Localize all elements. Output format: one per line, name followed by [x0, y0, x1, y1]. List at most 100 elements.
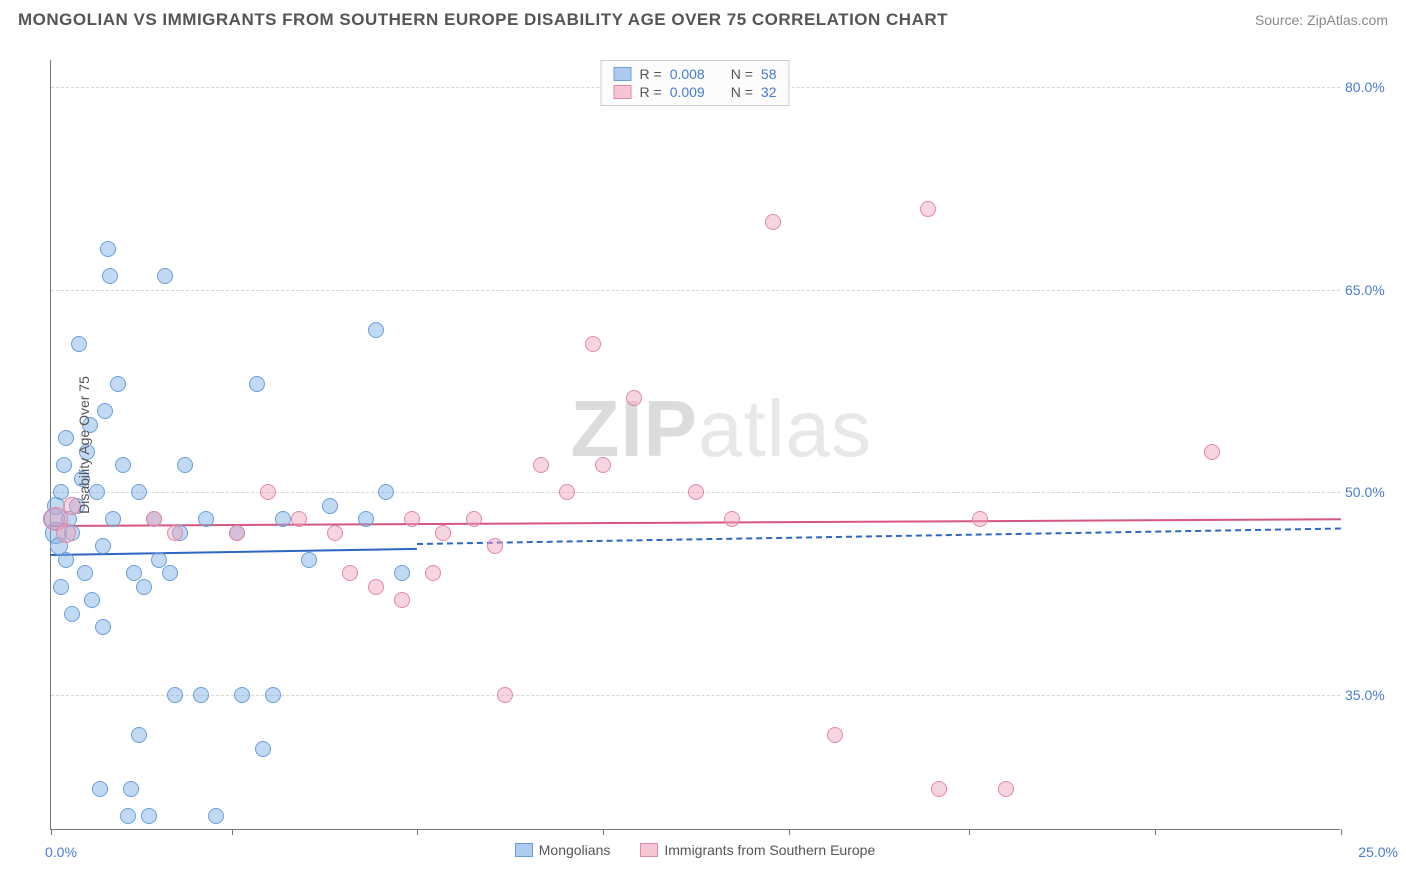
data-point [56, 523, 76, 543]
x-tick-mark [51, 829, 52, 835]
data-point [466, 511, 482, 527]
legend-item-mongolians: Mongolians [515, 842, 611, 858]
data-point [626, 390, 642, 406]
data-point [327, 525, 343, 541]
legend-correlation: R = 0.008 N = 58 R = 0.009 N = 32 [601, 60, 790, 106]
data-point [765, 214, 781, 230]
trendline-pink [51, 519, 1341, 528]
data-point [394, 592, 410, 608]
plot-box: ZIPatlas 35.0%50.0%65.0%80.0% [50, 60, 1340, 830]
data-point [255, 741, 271, 757]
data-point [533, 457, 549, 473]
data-point [131, 727, 147, 743]
data-point [105, 511, 121, 527]
data-point [497, 687, 513, 703]
x-tick-min: 0.0% [45, 844, 77, 860]
data-point [404, 511, 420, 527]
watermark: ZIPatlas [571, 383, 872, 475]
data-point [342, 565, 358, 581]
data-point [229, 525, 245, 541]
legend-row-pink: R = 0.009 N = 32 [614, 83, 777, 101]
x-tick-mark [1155, 829, 1156, 835]
x-tick-mark [603, 829, 604, 835]
data-point [120, 808, 136, 824]
legend-series: Mongolians Immigrants from Southern Euro… [50, 842, 1340, 858]
x-tick-mark [232, 829, 233, 835]
data-point [167, 687, 183, 703]
data-point [425, 565, 441, 581]
swatch-pink-icon [640, 843, 658, 857]
legend-item-immigrants: Immigrants from Southern Europe [640, 842, 875, 858]
data-point [595, 457, 611, 473]
r-value: 0.008 [670, 66, 705, 82]
data-point [136, 579, 152, 595]
data-point [358, 511, 374, 527]
data-point [157, 268, 173, 284]
data-point [58, 430, 74, 446]
data-point [688, 484, 704, 500]
data-point [77, 565, 93, 581]
y-tick-label: 50.0% [1345, 484, 1400, 500]
data-point [102, 268, 118, 284]
data-point [95, 619, 111, 635]
data-point [97, 403, 113, 419]
data-point [64, 606, 80, 622]
y-tick-label: 80.0% [1345, 79, 1400, 95]
data-point [100, 241, 116, 257]
data-point [487, 538, 503, 554]
source-label: Source: ZipAtlas.com [1255, 12, 1388, 28]
x-tick-mark [789, 829, 790, 835]
data-point [301, 552, 317, 568]
data-point [71, 336, 87, 352]
data-point [198, 511, 214, 527]
data-point [378, 484, 394, 500]
data-point [585, 336, 601, 352]
data-point [368, 322, 384, 338]
y-tick-label: 35.0% [1345, 687, 1400, 703]
data-point [141, 808, 157, 824]
r-label: R = [640, 84, 662, 100]
data-point [920, 201, 936, 217]
data-point [394, 565, 410, 581]
trendline-blue-dashed [417, 528, 1341, 545]
data-point [972, 511, 988, 527]
data-point [92, 781, 108, 797]
chart-area: ZIPatlas 35.0%50.0%65.0%80.0% Disability… [50, 60, 1340, 830]
x-tick-max: 25.0% [1358, 844, 1398, 860]
x-tick-mark [969, 829, 970, 835]
data-point [123, 781, 139, 797]
data-point [167, 525, 183, 541]
data-point [177, 457, 193, 473]
x-tick-mark [1341, 829, 1342, 835]
data-point [95, 538, 111, 554]
data-point [53, 579, 69, 595]
n-value: 32 [761, 84, 777, 100]
data-point [249, 376, 265, 392]
data-point [208, 808, 224, 824]
data-point [291, 511, 307, 527]
chart-title: MONGOLIAN VS IMMIGRANTS FROM SOUTHERN EU… [18, 10, 948, 30]
gridline [51, 290, 1340, 291]
n-label: N = [731, 84, 753, 100]
data-point [724, 511, 740, 527]
data-point [58, 552, 74, 568]
data-point [827, 727, 843, 743]
swatch-blue-icon [614, 67, 632, 81]
swatch-pink-icon [614, 85, 632, 99]
legend-label: Mongolians [539, 842, 611, 858]
r-label: R = [640, 66, 662, 82]
n-value: 58 [761, 66, 777, 82]
data-point [115, 457, 131, 473]
data-point [193, 687, 209, 703]
data-point [265, 687, 281, 703]
legend-label: Immigrants from Southern Europe [664, 842, 875, 858]
swatch-blue-icon [515, 843, 533, 857]
data-point [234, 687, 250, 703]
data-point [110, 376, 126, 392]
data-point [131, 484, 147, 500]
x-tick-mark [417, 829, 418, 835]
data-point [435, 525, 451, 541]
data-point [559, 484, 575, 500]
r-value: 0.009 [670, 84, 705, 100]
data-point [368, 579, 384, 595]
